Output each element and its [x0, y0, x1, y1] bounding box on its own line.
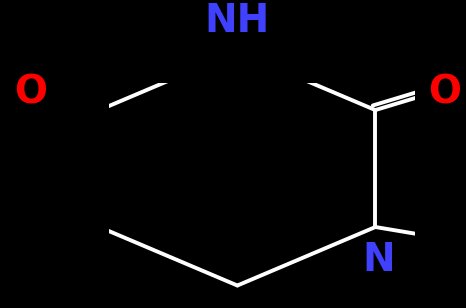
- Text: O: O: [428, 74, 461, 112]
- Text: NH: NH: [205, 2, 270, 40]
- Text: N: N: [362, 241, 395, 278]
- Text: O: O: [14, 74, 47, 112]
